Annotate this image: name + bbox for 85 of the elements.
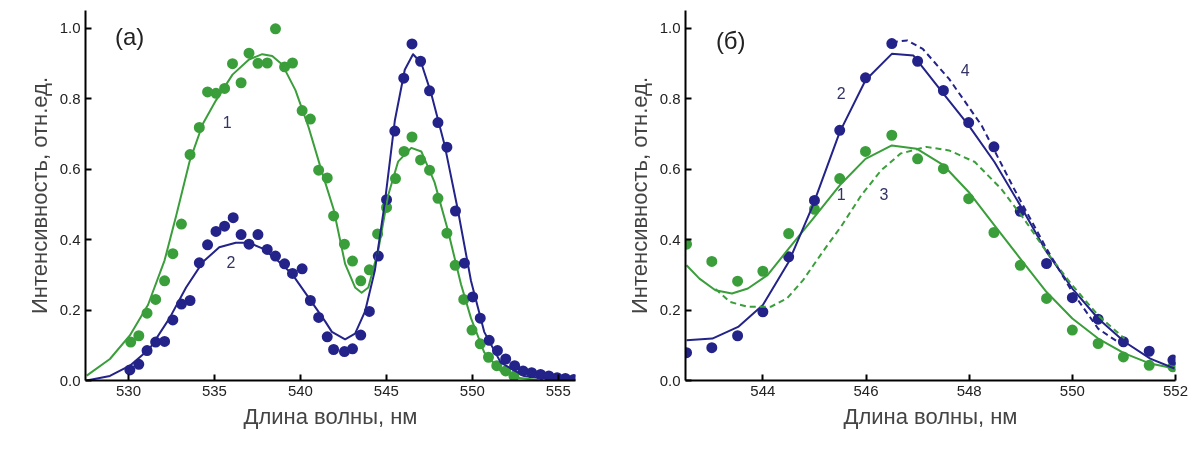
point [406,131,418,143]
point [261,57,273,69]
x-axis-title: Длина волны, нм [843,403,1018,429]
point [210,225,222,237]
point [219,220,231,232]
point [227,58,238,70]
point [269,23,281,35]
annotation: 3 [879,185,889,203]
x-tick-label: 555 [545,381,571,399]
annotation: 4 [960,62,970,80]
annotation: 2 [836,85,846,103]
point [757,265,769,277]
point [886,129,898,141]
y-tick-label: 0.4 [659,230,681,248]
y-tick-label: 0.6 [659,160,681,178]
x-tick-label: 545 [373,381,399,399]
point [328,344,340,355]
x-axis-title: Длина волны, нм [243,403,418,429]
x-tick-label: 530 [115,381,141,399]
point [202,239,214,251]
point [1066,324,1078,336]
point [732,330,744,342]
point [159,335,171,347]
y-tick-label: 0.6 [59,160,81,178]
point [175,218,187,230]
point [912,153,924,165]
y-tick-label: 0.2 [659,301,681,319]
point [860,145,872,157]
point [296,263,308,275]
annotation: (б) [715,26,746,54]
point [321,331,333,343]
point [202,86,214,98]
x-tick-label: 540 [287,381,313,399]
annotation: 2 [226,254,236,272]
point [347,343,359,355]
x-tick-label: 550 [1059,381,1085,399]
y-axis-title: Интенсивность, отн.ед. [26,76,52,315]
y-tick-label: 1.0 [59,19,81,37]
point [355,275,367,287]
point [287,57,298,69]
point [706,342,718,354]
y-tick-label: 0.0 [659,371,681,389]
x-tick-label: 552 [1162,381,1189,399]
y-tick-label: 1.0 [659,19,681,37]
point [886,38,898,50]
y-tick-label: 0.2 [59,301,81,319]
point [1041,258,1053,269]
y-tick-label: 0.0 [59,371,81,389]
point [150,293,162,305]
x-tick-label: 548 [956,381,982,399]
y-tick-label: 0.8 [59,89,81,107]
y-tick-label: 0.8 [659,89,681,107]
point [227,212,239,224]
point [159,275,171,287]
point [338,346,350,358]
point [500,353,512,365]
x-tick-label: 544 [750,381,776,399]
x-tick-label: 535 [201,381,227,399]
x-tick-label: 546 [853,381,879,399]
point [235,229,247,241]
point [133,330,145,342]
point [184,295,196,306]
point [347,255,359,267]
y-axis-title: Интенсивность, отн.ед. [626,76,652,315]
point [732,275,744,287]
point [834,173,846,185]
point [355,329,367,341]
annotation: 1 [222,113,232,131]
point [406,38,418,50]
point [243,47,255,59]
point [988,227,1000,238]
point [125,336,137,348]
point [706,255,718,267]
point [133,358,145,370]
point [235,77,247,89]
annotation: (a) [114,22,145,50]
y-tick-label: 0.4 [59,230,81,248]
point [252,229,264,241]
point [1041,292,1053,304]
annotation: 1 [836,185,846,203]
point [1143,345,1155,357]
point [783,228,795,240]
x-tick-label: 550 [459,381,485,399]
point [252,57,264,69]
point [167,248,179,260]
